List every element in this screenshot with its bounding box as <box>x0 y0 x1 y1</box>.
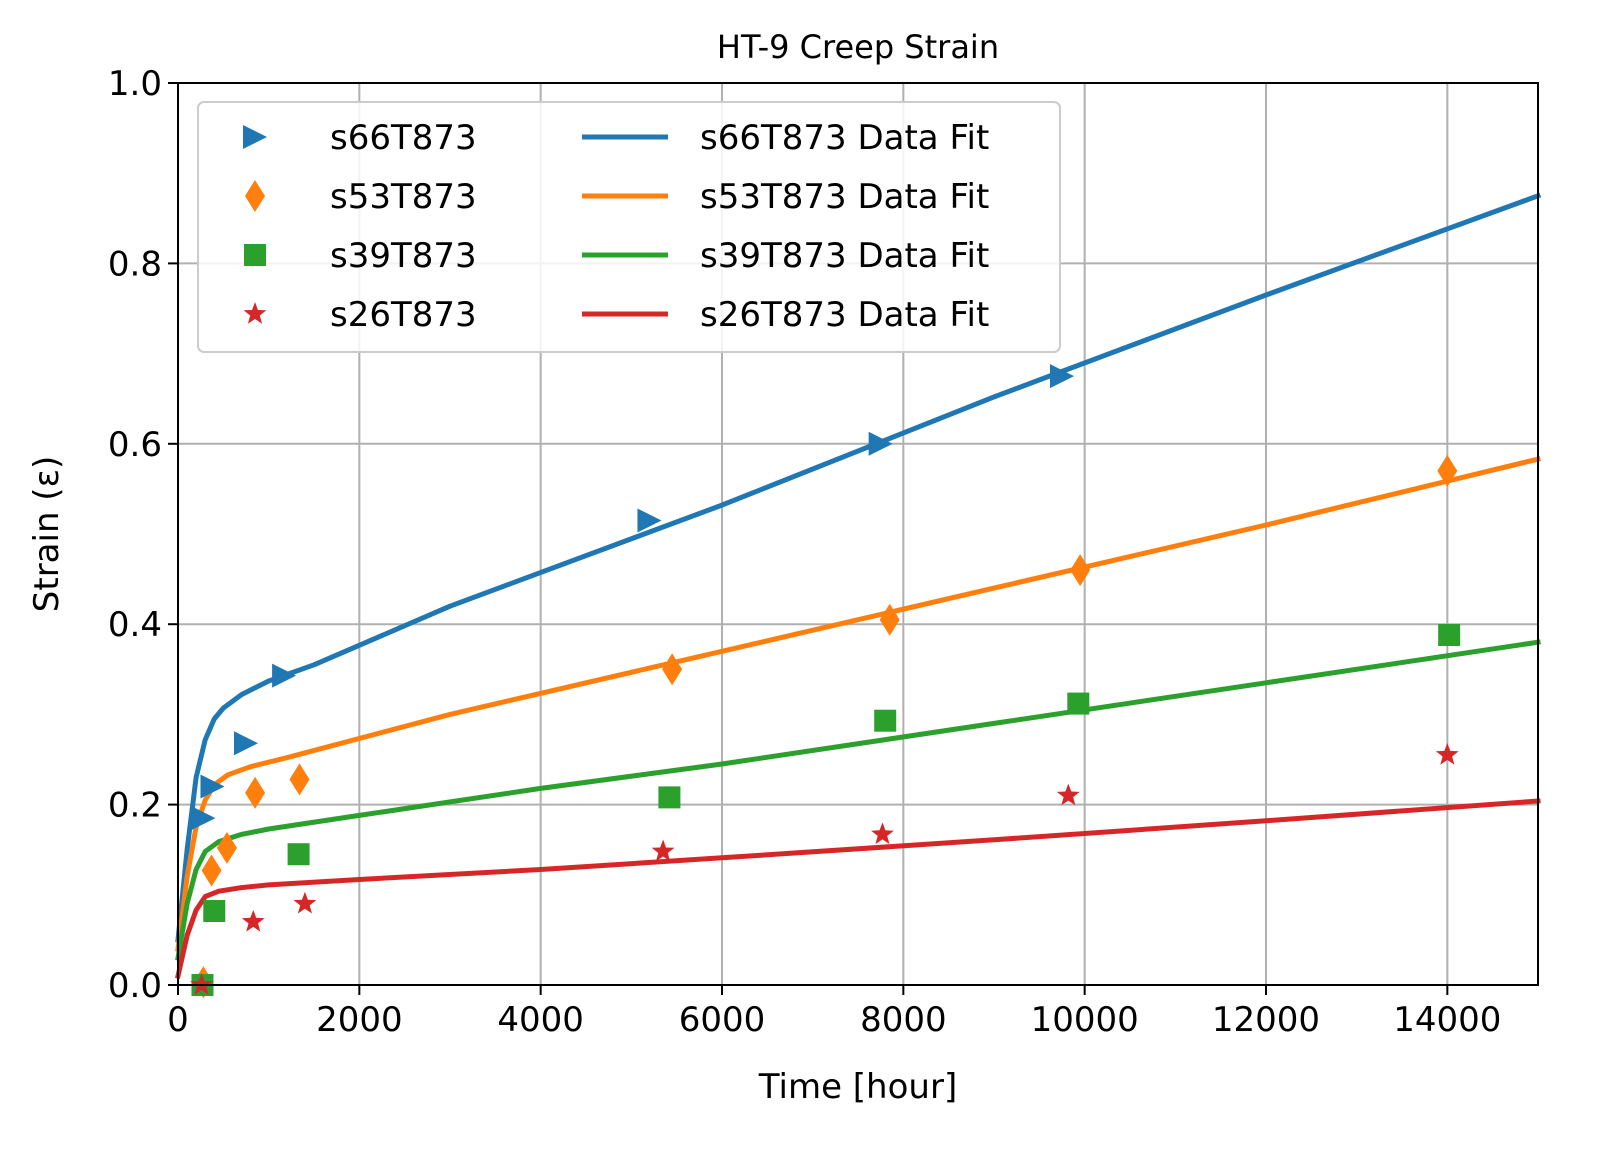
x-tick-label: 14000 <box>1393 1000 1501 1040</box>
legend-label-s66t873-data-fit: s66T873 Data Fit <box>700 118 989 158</box>
fit-line-s39t873-data-fit <box>175 639 1541 961</box>
legend-label-s39t873: s39T873 <box>330 236 477 276</box>
data-point-s66t873 <box>1050 364 1074 389</box>
axis-ticks: 0 2000 4000 6000 8000 10000 12000 14000 0.0 0.2 0.… <box>108 64 1501 1040</box>
data-point-s26t873 <box>1435 743 1459 765</box>
data-point-s39t873 <box>874 709 897 732</box>
data-point-s26t873 <box>871 822 894 845</box>
data-point-s66t873 <box>234 731 258 756</box>
legend-label-s26t873: s26T873 <box>330 295 477 335</box>
y-tick-label: 0.6 <box>108 425 162 465</box>
x-axis-label: Time [hour] <box>758 1067 957 1107</box>
data-markers <box>190 364 1461 999</box>
y-tick-label: 0.8 <box>108 244 162 284</box>
y-tick-label: 0.2 <box>108 786 162 826</box>
data-point-s66t873 <box>637 508 662 533</box>
data-point-s53t873 <box>1437 454 1458 487</box>
data-point-s26t873 <box>241 909 265 932</box>
legend-label-s39t873-data-fit: s39T873 Data Fit <box>700 236 989 276</box>
legend-marker-s53t873 <box>245 180 265 212</box>
data-point-s26t873 <box>1056 783 1080 806</box>
x-tick-label: 6000 <box>679 1000 766 1040</box>
data-point-s66t873 <box>191 806 216 831</box>
data-point-s39t873 <box>287 843 310 866</box>
data-point-s26t873 <box>651 839 675 862</box>
legend-label-s66t873: s66T873 <box>330 118 477 158</box>
y-tick-label: 0.0 <box>108 966 162 1006</box>
x-tick-label: 12000 <box>1212 1000 1320 1040</box>
data-point-s39t873 <box>203 900 226 923</box>
legend-label-s53t873: s53T873 <box>330 177 477 217</box>
x-tick-label: 0 <box>167 1000 189 1040</box>
legend-label-s26t873-data-fit: s26T873 Data Fit <box>700 295 989 335</box>
data-point-s66t873 <box>272 663 297 688</box>
data-point-s53t873 <box>245 776 266 809</box>
data-point-s66t873 <box>868 431 893 456</box>
y-tick-label: 1.0 <box>108 64 162 104</box>
data-point-s39t873 <box>1067 692 1090 715</box>
y-tick-label: 0.4 <box>108 605 162 645</box>
data-point-s26t873 <box>190 973 213 995</box>
x-tick-label: 2000 <box>316 1000 403 1040</box>
legend-marker-s66t873 <box>243 125 267 149</box>
data-point-s39t873 <box>658 786 681 809</box>
fit-line-s66t873-data-fit <box>175 192 1542 943</box>
legend: s66T873 s53T873 s39T873 s26T873 s66T873 Data… <box>197 101 1061 353</box>
legend-label-s53t873-data-fit: s53T873 Data Fit <box>700 177 989 217</box>
data-point-s53t873 <box>1070 554 1091 587</box>
x-tick-label: 10000 <box>1031 1000 1139 1040</box>
x-tick-label: 8000 <box>860 1000 947 1040</box>
data-point-s53t873 <box>201 854 222 887</box>
data-point-s53t873 <box>662 653 683 686</box>
fit-line-s26t873-data-fit <box>175 798 1541 979</box>
legend-box <box>197 101 1061 353</box>
data-point-s39t873 <box>1438 624 1461 647</box>
data-point-s26t873 <box>293 891 317 914</box>
data-point-s53t873 <box>879 603 900 636</box>
data-point-s66t873 <box>200 774 225 799</box>
data-point-s53t873 <box>289 763 310 796</box>
x-tick-label: 4000 <box>497 1000 584 1040</box>
legend-marker-s26t873 <box>243 302 267 324</box>
data-point-s53t873 <box>216 831 237 864</box>
legend-marker-s39t873 <box>244 244 266 266</box>
y-axis-label: Strain (ε) <box>27 456 67 612</box>
plot-frame <box>177 82 1539 986</box>
chart-title: HT-9 Creep Strain <box>717 28 999 66</box>
